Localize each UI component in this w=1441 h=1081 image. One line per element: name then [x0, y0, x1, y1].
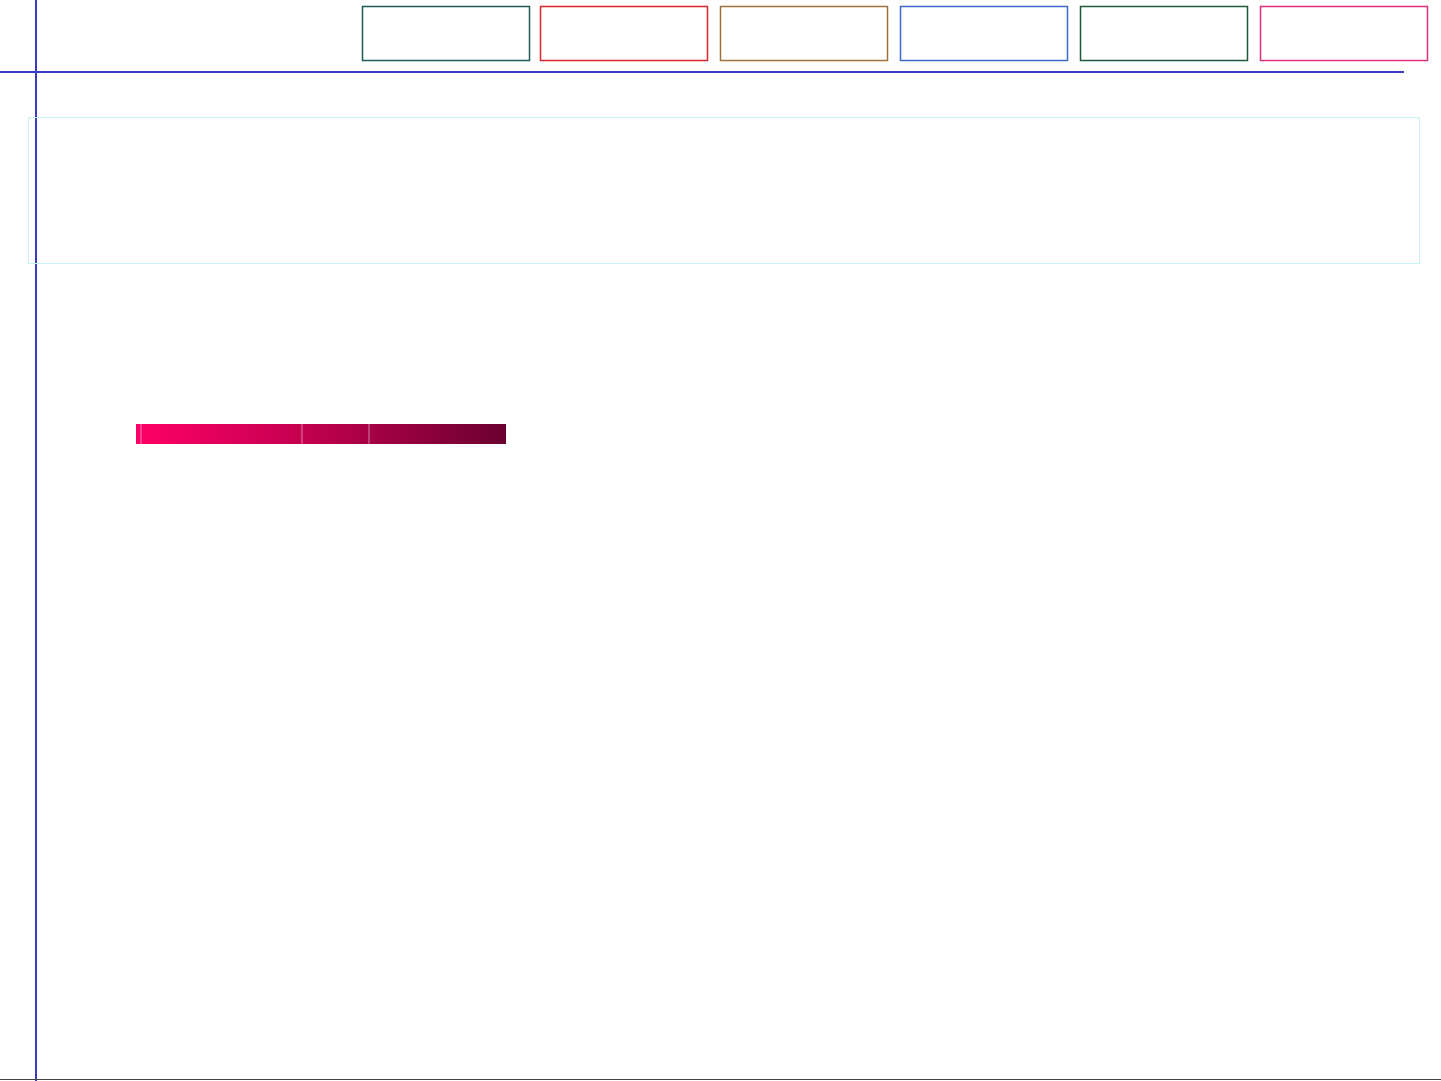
tab-box[interactable] [539, 5, 709, 62]
tab-box[interactable] [1259, 5, 1429, 62]
tab-box[interactable] [361, 5, 531, 62]
panel [28, 117, 1420, 264]
gradient-bar [136, 424, 506, 444]
tab-box[interactable] [1079, 5, 1249, 62]
tab-box[interactable] [899, 5, 1069, 62]
tab-box[interactable] [719, 5, 889, 62]
